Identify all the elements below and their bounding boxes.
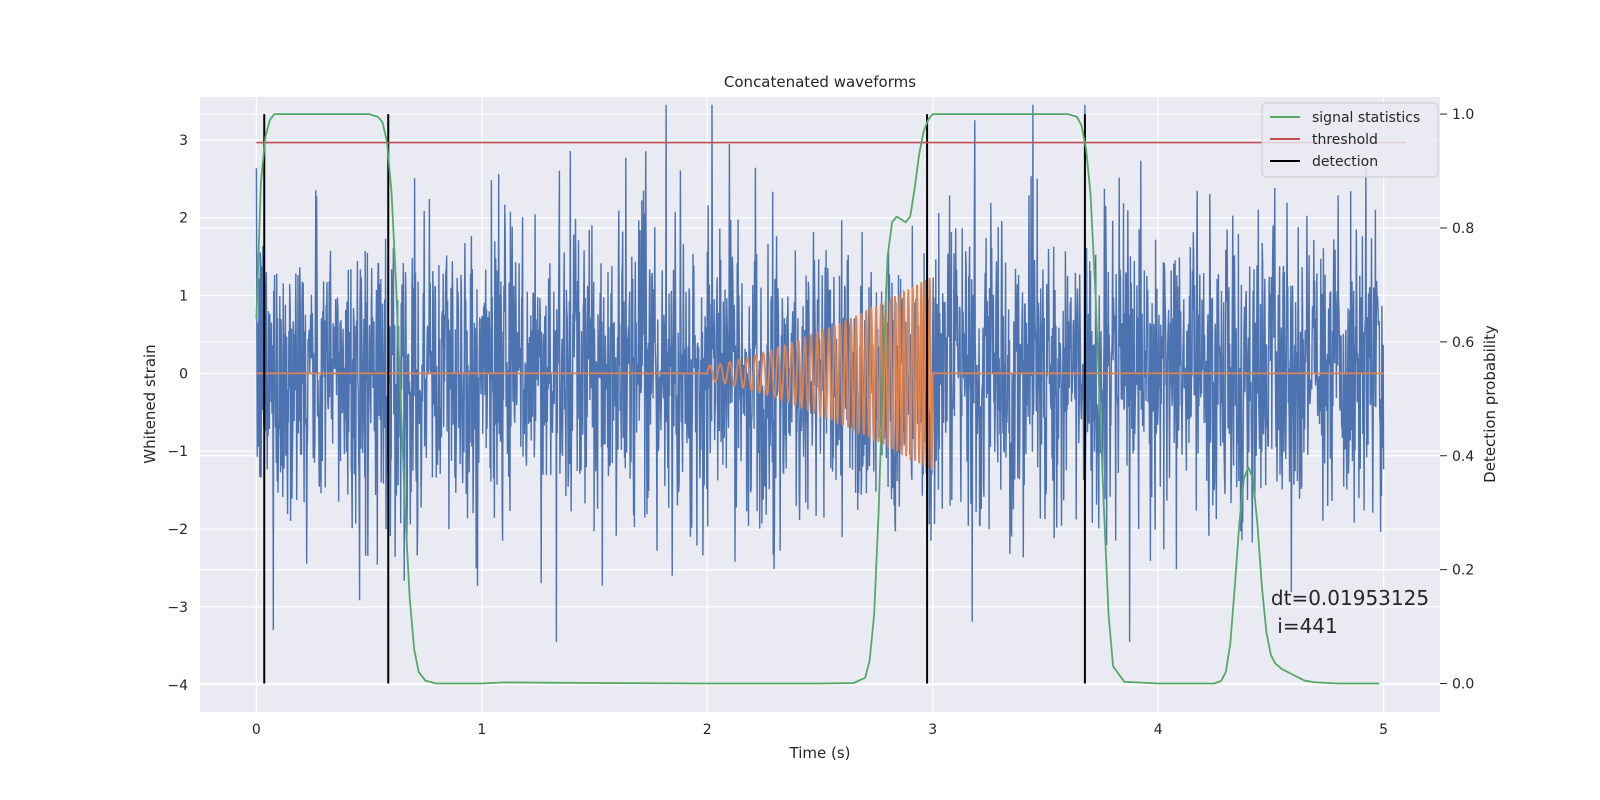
y-tick-label: −2: [167, 522, 188, 538]
y-tick-label: 1: [179, 289, 188, 305]
y-tick-label: 2: [179, 211, 188, 227]
legend-label-signal-statistics: signal statistics: [1312, 110, 1420, 126]
y2-tick-label: 0.4: [1452, 449, 1474, 465]
template-series-line: [256, 277, 1384, 470]
legend-box: [1261, 102, 1439, 178]
annotation: dt=0.01953125 i=441: [1271, 586, 1429, 638]
annotation-i: i=441: [1271, 614, 1338, 638]
y-tick-label: −3: [167, 600, 188, 616]
y-tick-label: −1: [167, 444, 188, 460]
x-axis-label: Time (s): [789, 744, 851, 762]
legend-label-detection: detection: [1312, 154, 1378, 170]
x-tick-label: 0: [252, 722, 261, 738]
y-tick-label: 0: [179, 366, 188, 382]
y2-tick-label: 1.0: [1452, 107, 1474, 123]
y2-tick-label: 0.6: [1452, 335, 1474, 351]
x-tick-label: 3: [928, 722, 937, 738]
legend-label-threshold: threshold: [1312, 132, 1378, 148]
y2-tick-label: 0.0: [1452, 677, 1474, 693]
y-tick-label: −4: [167, 678, 188, 694]
annotation-dt: dt=0.01953125: [1271, 586, 1429, 610]
y-tick-label: 3: [179, 133, 188, 149]
y-axis-label: Whitened strain: [141, 344, 159, 463]
series-layer: [255, 104, 1407, 685]
signal-statistics-line: [255, 113, 1380, 685]
chart-title: Concatenated waveforms: [724, 73, 916, 91]
y2-axis-label: Detection probability: [1481, 325, 1499, 483]
ticks: 0 1 2 3 4 5 −4 −3 −2 −1 0 1 2 3 0.0 0.2 0.4 0.6 0.8 1.0: [167, 107, 1474, 738]
x-tick-label: 2: [703, 722, 712, 738]
x-tick-label: 1: [477, 722, 486, 738]
x-tick-label: 5: [1379, 722, 1388, 738]
noise-series-line: [255, 104, 1385, 642]
y2-tick-label: 0.8: [1452, 221, 1474, 237]
legend: signal statistics threshold detection: [1261, 102, 1439, 178]
y2-tick-label: 0.2: [1452, 563, 1474, 579]
x-tick-label: 4: [1154, 722, 1163, 738]
